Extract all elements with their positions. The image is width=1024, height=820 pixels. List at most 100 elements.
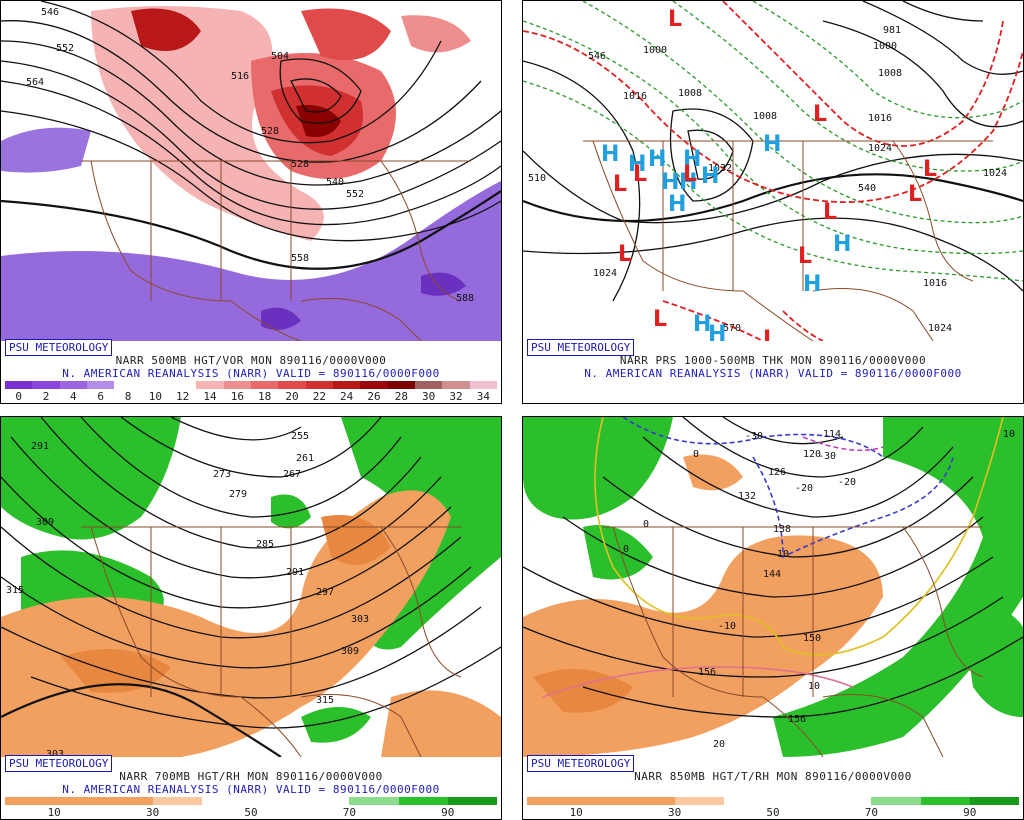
- high-pressure-symbol: H: [679, 170, 697, 195]
- scale-tick: 30: [145, 806, 160, 819]
- contour-label: 504: [271, 51, 289, 62]
- scale-tick: 50: [244, 806, 258, 819]
- contour-label: 1008: [753, 111, 777, 122]
- contour-label: 552: [56, 43, 74, 54]
- high-pressure-symbol: H: [661, 170, 679, 195]
- panel-thickness-pressure: 546 1000 1008 1016 1008 510 1032 1024 1016 1024 54…: [522, 0, 1024, 404]
- scale-tick: 2: [42, 390, 50, 403]
- low-pressure-symbol: L: [633, 162, 647, 187]
- scale-swatch: [442, 381, 470, 389]
- contour-label: 1016: [623, 91, 647, 102]
- contour-label: 291: [286, 567, 304, 578]
- high-pressure-symbol: H: [648, 147, 666, 172]
- panel-subtitle: N. AMERICAN REANALYSIS (NARR) VALID = 89…: [62, 367, 440, 380]
- scale-swatch: [114, 381, 142, 389]
- contour-label: 309: [341, 646, 359, 657]
- scale-swatch: [576, 797, 626, 805]
- scale-swatch: [168, 381, 197, 389]
- panel-title: NARR PRS 1000-500MB THK MON 890116/0000V…: [619, 354, 927, 367]
- scale-swatch: [527, 797, 577, 805]
- contour-label: 558: [291, 253, 309, 264]
- temperature-label: 10: [1003, 429, 1015, 440]
- scale-swatch: [871, 797, 921, 805]
- scale-tick: 90: [441, 806, 455, 819]
- contour-label: 285: [256, 539, 274, 550]
- scale-swatch: [360, 381, 388, 389]
- temperature-label: -10: [718, 621, 736, 632]
- low-pressure-symbol: L: [763, 327, 777, 341]
- scale-tick: 4: [70, 390, 77, 403]
- low-pressure-symbol: L: [923, 157, 937, 182]
- scale-swatch: [196, 381, 224, 389]
- contour-label: 267: [283, 469, 301, 480]
- contour-label: 1008: [878, 68, 902, 79]
- low-pressure-symbol: L: [653, 307, 667, 332]
- scale-swatch: [54, 797, 104, 805]
- scale-swatch: [920, 797, 970, 805]
- contour-label: 1024: [593, 268, 617, 279]
- high-pressure-symbol: H: [833, 232, 851, 257]
- contour-label: 279: [229, 489, 247, 500]
- scale-swatch: [305, 381, 333, 389]
- scale-swatch: [773, 797, 823, 805]
- low-pressure-symbol: L: [823, 200, 837, 225]
- contour-label: 315: [316, 695, 334, 706]
- contour-label: 1024: [868, 143, 892, 154]
- panel-700mb-rh: 291 255 261 267 273 279 285 291 297 303 309 309 315 3…: [0, 416, 502, 820]
- contour-label: 528: [261, 126, 279, 137]
- contour-label: 546: [588, 51, 606, 62]
- contour-label: 120: [803, 449, 821, 460]
- scale-swatch: [251, 797, 301, 805]
- rh700-map: 291 255 261 267 273 279 285 291 297 303 309 309 315 3…: [1, 417, 501, 757]
- contour-label: 540: [326, 177, 344, 188]
- contour-label: 540: [858, 183, 876, 194]
- scale-swatch: [469, 381, 497, 389]
- contour-label: 552: [346, 189, 364, 200]
- scale-tick: 10: [47, 806, 61, 819]
- contour-label: 291: [31, 441, 49, 452]
- scale-swatch: [414, 381, 443, 389]
- high-pressure-symbol: H: [763, 132, 781, 157]
- psu-meteorology-badge: PSU METEOROLOGY: [5, 755, 113, 772]
- high-pressure-symbol: H: [601, 142, 619, 167]
- scale-swatch: [969, 797, 1020, 805]
- scale-tick: 30: [422, 390, 436, 403]
- scale-tick: 8: [124, 390, 132, 403]
- high-pressure-symbol: H: [803, 272, 821, 297]
- contour-label: 315: [6, 585, 24, 596]
- contour-label: 1000: [873, 41, 897, 52]
- contour-label: 144: [763, 569, 781, 580]
- scale-tick: 34: [476, 390, 490, 403]
- thickness-map: 546 1000 1008 1016 1008 510 1032 1024 1016 1024 54…: [523, 1, 1023, 341]
- rh850-color-scale: [527, 797, 1020, 805]
- contour-label: 156: [788, 714, 806, 725]
- psu-meteorology-badge: PSU METEOROLOGY: [527, 755, 635, 772]
- scale-swatch: [223, 381, 251, 389]
- temperature-label: 10: [808, 681, 820, 692]
- panel-subtitle: N. AMERICAN REANALYSIS (NARR) VALID = 89…: [584, 367, 962, 380]
- low-pressure-symbol: L: [613, 172, 627, 197]
- scale-tick: 12: [176, 390, 190, 403]
- scale-swatch: [447, 797, 498, 805]
- contour-label: 546: [41, 7, 59, 18]
- panel-title: NARR 500MB HGT/VOR MON 890116/0000V000: [115, 354, 387, 367]
- contour-label: 516: [231, 71, 249, 82]
- scale-swatch: [674, 797, 724, 805]
- scale-swatch: [278, 381, 306, 389]
- temperature-label: 0: [643, 519, 649, 530]
- scale-tick: 32: [449, 390, 463, 403]
- low-pressure-symbol: L: [618, 242, 632, 267]
- low-pressure-symbol: L: [668, 7, 682, 32]
- scale-tick: 14: [203, 390, 217, 403]
- scale-swatch: [625, 797, 675, 805]
- vorticity-map: 546 552 564 504 516 528 528 540 552 558 588: [1, 1, 501, 341]
- high-pressure-symbol: H: [693, 312, 711, 337]
- scale-tick: 16: [230, 390, 244, 403]
- psu-meteorology-badge: PSU METEOROLOGY: [527, 339, 635, 356]
- contour-label: 1000: [643, 45, 667, 56]
- scale-swatch: [86, 381, 115, 389]
- scale-swatch: [5, 381, 33, 389]
- contour-label: 261: [296, 453, 314, 464]
